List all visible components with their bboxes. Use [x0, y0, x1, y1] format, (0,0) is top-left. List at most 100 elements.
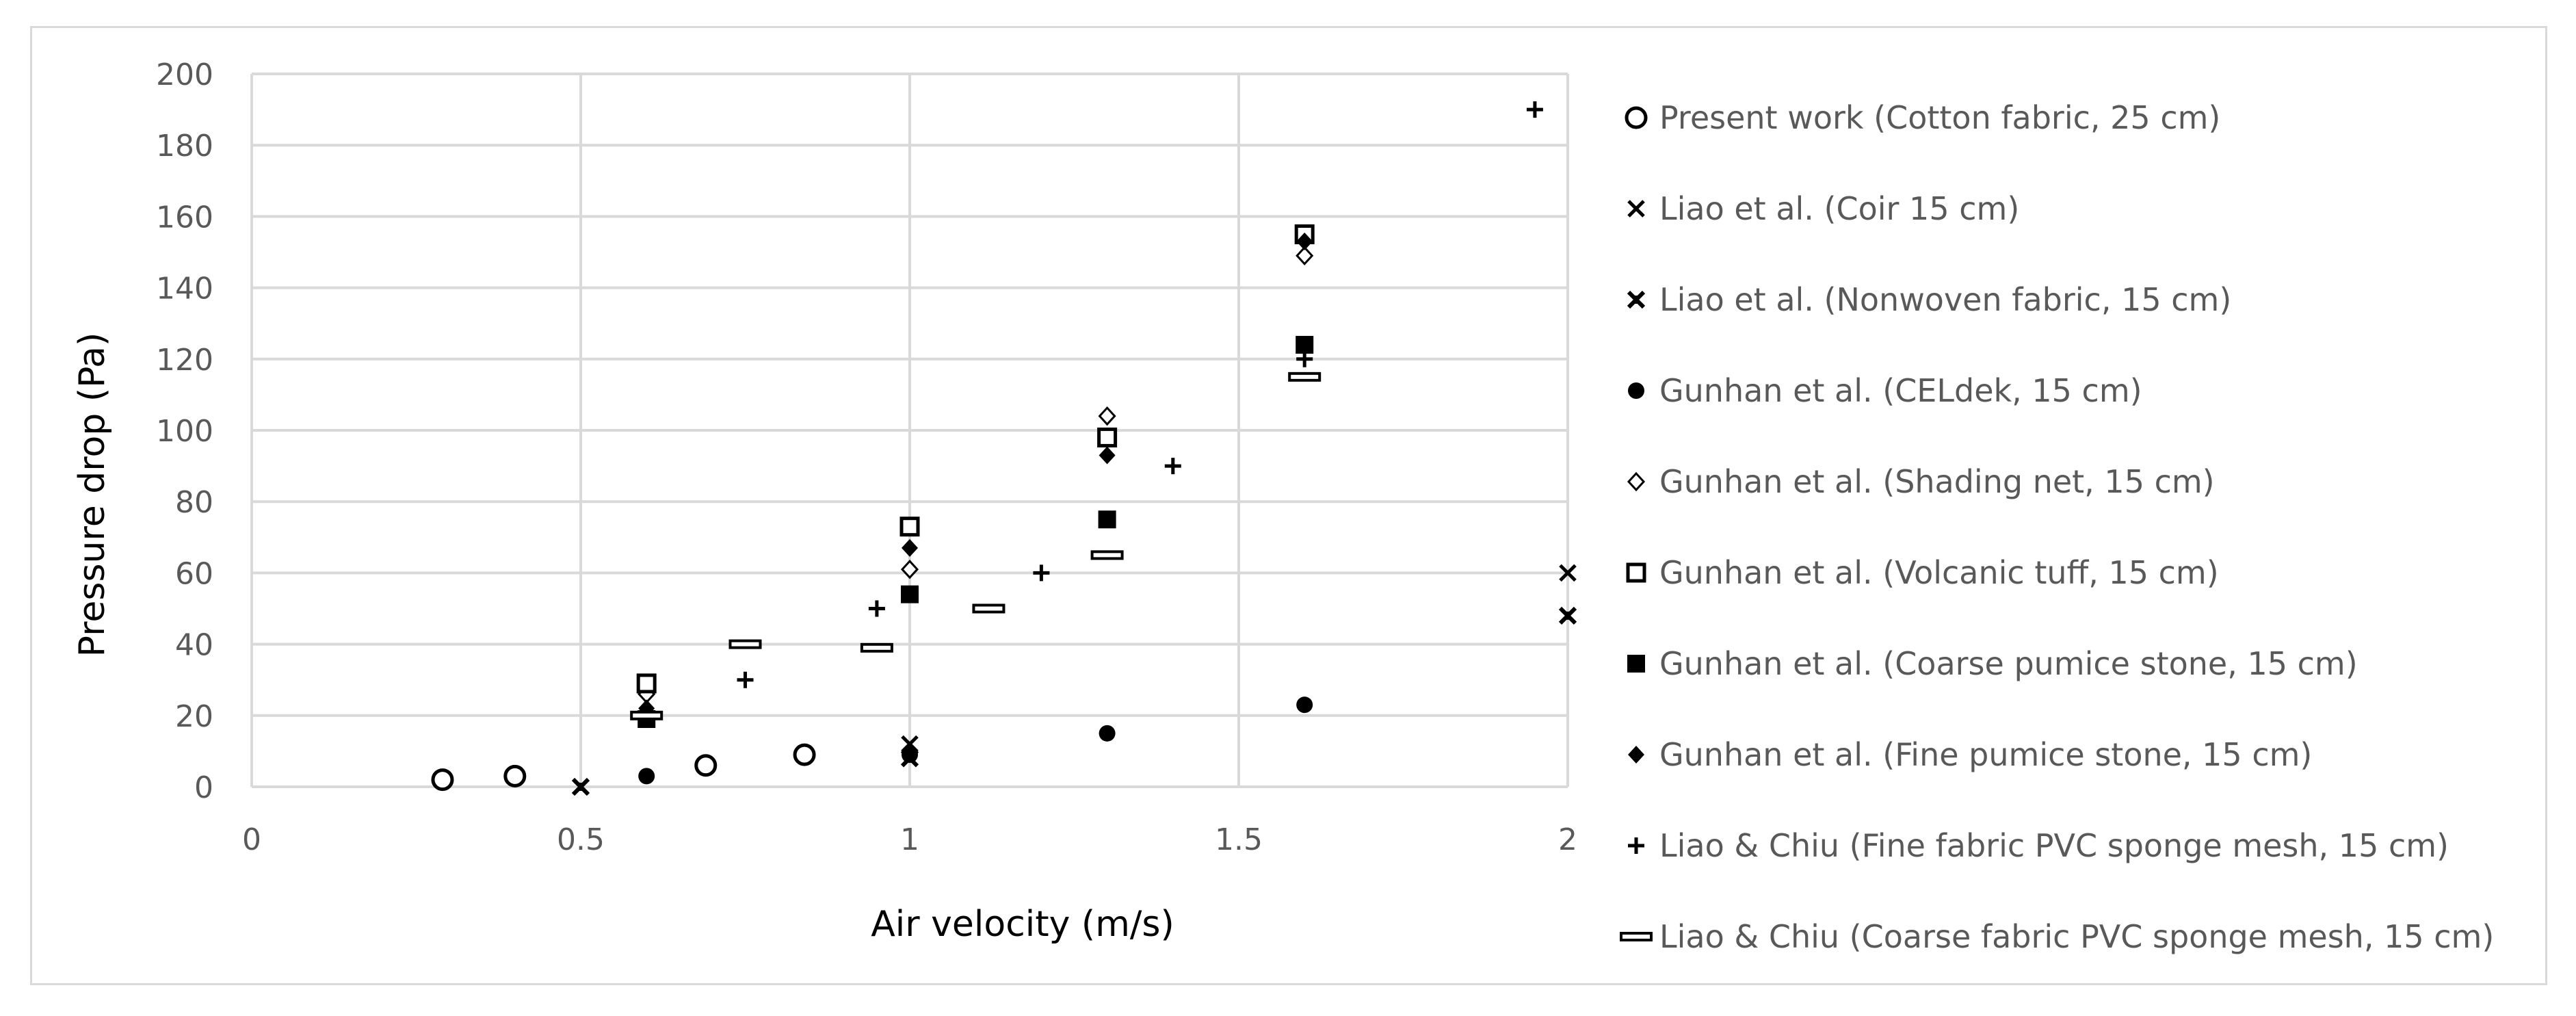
marker-shape	[1558, 606, 1577, 625]
y-tick-label: 180	[156, 129, 213, 164]
marker-shape	[728, 639, 762, 649]
marker-shape	[1033, 564, 1050, 582]
legend-label: Liao et al. (Coir 15 cm)	[1659, 190, 2019, 227]
marker-shape	[899, 517, 920, 537]
marker-shape	[1627, 655, 1645, 673]
marker-shape	[431, 768, 454, 792]
data-point-plus	[868, 600, 885, 617]
y-axis-title: Pressure drop (Pa)	[72, 333, 113, 657]
gridlines	[250, 73, 1569, 788]
data-point-circle-filled	[902, 746, 918, 764]
legend-marker	[1628, 837, 1644, 854]
data-point-circle-open	[431, 768, 454, 792]
legend-item: Gunhan et al. (Volcanic tuff, 15 cm)	[1626, 554, 2219, 591]
marker-shape	[902, 538, 918, 557]
legend-item: Liao & Chiu (Coarse fabric PVC sponge me…	[1620, 918, 2494, 955]
data-point-dash-rect	[1288, 372, 1322, 382]
marker-shape	[1625, 106, 1648, 129]
data-point-diamond-filled	[902, 538, 918, 557]
data-point-circle-filled	[1296, 696, 1313, 714]
data-point-plus	[1033, 564, 1050, 582]
marker-shape	[1296, 350, 1313, 367]
marker-shape	[900, 559, 919, 579]
y-tick-label: 40	[175, 628, 213, 663]
data-point-square-open	[636, 673, 657, 694]
chart-frame	[30, 26, 2547, 985]
data-point-square-filled	[1098, 510, 1116, 529]
data-point-dash-rect	[860, 642, 893, 653]
legend-marker	[1625, 106, 1648, 129]
y-tick-label: 0	[194, 770, 213, 805]
legend-item: Liao & Chiu (Fine fabric PVC sponge mesh…	[1628, 827, 2449, 864]
data-point-dash-rect	[630, 710, 663, 720]
marker-shape	[571, 777, 590, 796]
x-tick-label: 0.5	[557, 822, 605, 857]
data-points	[431, 101, 1577, 796]
marker-shape	[1628, 746, 1644, 764]
marker-shape	[1296, 246, 1314, 265]
marker-shape	[1099, 725, 1116, 742]
data-point-dash-rect	[972, 603, 1006, 614]
y-tick-label: 200	[156, 57, 213, 92]
marker-shape	[1098, 510, 1116, 529]
marker-shape	[1526, 101, 1543, 118]
marker-shape	[1097, 427, 1118, 447]
y-tick-label: 120	[156, 343, 213, 378]
data-point-diamond-open	[1296, 246, 1314, 265]
marker-shape	[902, 746, 918, 764]
data-point-square-open	[899, 517, 920, 537]
legend-label: Gunhan et al. (CELdek, 15 cm)	[1659, 372, 2142, 409]
x-axis-title: Air velocity (m/s)	[871, 904, 1174, 945]
x-tick-label: 0	[242, 822, 261, 857]
x-tick-label: 1	[900, 822, 919, 857]
marker-shape	[1296, 232, 1313, 250]
marker-shape	[1164, 458, 1181, 475]
data-point-dash-rect	[728, 639, 762, 649]
data-point-circle-filled	[638, 768, 655, 785]
marker-shape	[1620, 932, 1653, 941]
marker-shape	[1099, 446, 1116, 465]
legend-item: Present work (Cotton fabric, 25 cm)	[1625, 99, 2220, 136]
legend-marker	[1627, 200, 1645, 218]
marker-shape	[793, 743, 816, 766]
data-point-circle-open	[793, 743, 816, 766]
data-point-square-filled	[901, 585, 919, 603]
data-point-plus	[737, 671, 754, 688]
marker-shape	[737, 671, 754, 688]
marker-shape	[1628, 837, 1644, 854]
data-point-plus	[1296, 350, 1313, 367]
y-tick-label: 20	[175, 699, 213, 734]
data-point-x-bold	[571, 777, 590, 796]
data-point-square-open	[1097, 427, 1118, 447]
legend-label: Present work (Cotton fabric, 25 cm)	[1659, 99, 2220, 136]
legend-item: Liao et al. (Nonwoven fabric, 15 cm)	[1627, 281, 2231, 318]
legend-marker	[1628, 746, 1644, 764]
data-point-x	[1559, 564, 1577, 582]
x-tick-labels: 0 0.5 1 1.5 2	[242, 822, 1577, 857]
legend-item: Gunhan et al. (Shading net, 15 cm)	[1627, 463, 2215, 500]
legend-marker	[1627, 290, 1646, 309]
marker-shape	[1296, 696, 1313, 714]
marker-shape	[972, 603, 1006, 614]
legend-item: Liao et al. (Coir 15 cm)	[1627, 190, 2019, 227]
marker-shape	[1627, 471, 1646, 492]
legend-marker	[1620, 932, 1653, 941]
marker-shape	[630, 710, 663, 720]
data-point-diamond-filled	[1296, 232, 1313, 250]
marker-shape	[1098, 406, 1116, 426]
data-point-square-filled	[1296, 335, 1314, 354]
y-tick-labels: 0 20 40 60 80 100 120 140 160 180 200	[156, 57, 213, 805]
data-point-plus	[1526, 101, 1543, 118]
marker-shape	[638, 768, 655, 785]
marker-shape	[636, 673, 657, 694]
legend: Present work (Cotton fabric, 25 cm) Liao …	[1620, 99, 2494, 955]
y-tick-label: 100	[156, 414, 213, 449]
y-tick-label: 160	[156, 200, 213, 235]
legend-label: Gunhan et al. (Volcanic tuff, 15 cm)	[1659, 554, 2219, 591]
legend-label: Liao et al. (Nonwoven fabric, 15 cm)	[1659, 281, 2231, 318]
x-tick-label: 1.5	[1215, 822, 1263, 857]
legend-marker	[1627, 655, 1645, 673]
data-point-diamond-open	[900, 559, 919, 579]
marker-shape	[694, 754, 718, 777]
